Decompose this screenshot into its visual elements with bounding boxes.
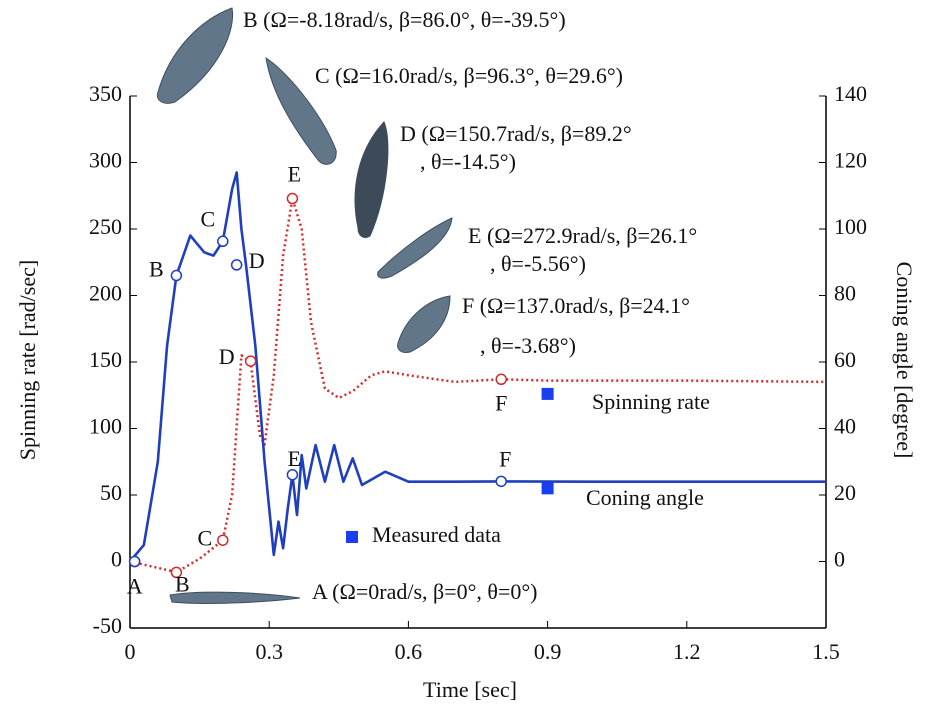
y2-tick-label: 0 — [834, 547, 845, 572]
state-description: F (Ω=137.0rad/s, β=24.1° — [462, 293, 690, 318]
series-line — [129, 171, 826, 563]
state-description: A (Ω=0rad/s, β=0°, θ=0°) — [312, 579, 538, 604]
state-letter: E — [288, 446, 301, 471]
legend-label: Measured data — [372, 522, 501, 547]
state-description: D (Ω=150.7rad/s, β=89.2° — [400, 121, 632, 146]
y2-tick-label: 120 — [834, 148, 867, 173]
state-letter: F — [499, 446, 511, 471]
legend-marker — [346, 531, 358, 543]
state-letter: E — [288, 162, 301, 187]
y2-tick-label: 60 — [834, 347, 856, 372]
y-tick-label: 0 — [111, 547, 122, 572]
y2-tick-label: 140 — [834, 81, 867, 106]
measured-point — [541, 387, 554, 400]
x-tick-label: 1.2 — [673, 639, 701, 664]
y-tick-label: 50 — [100, 480, 122, 505]
state-description: , θ=-14.5°) — [420, 149, 516, 174]
x-tick-label: 1.5 — [812, 639, 840, 664]
state-marker-coning — [495, 475, 507, 488]
series-label: Spinning rate — [592, 389, 710, 414]
state-marker-coning — [217, 235, 229, 248]
x-tick-label: 0.9 — [534, 639, 562, 664]
state-marker-coning — [128, 555, 141, 568]
state-letter: A — [127, 574, 143, 599]
object-images — [156, 7, 453, 604]
state-description: C (Ω=16.0rad/s, β=96.3°, θ=29.6°) — [315, 63, 623, 88]
state-marker-spin — [286, 192, 299, 205]
y2-tick-label: 80 — [834, 281, 856, 306]
measured-point — [541, 482, 554, 495]
state-marker-spin — [244, 355, 257, 367]
state-marker-spin — [217, 534, 229, 546]
x-tick-label: 0 — [125, 639, 136, 664]
y2-tick-label: 40 — [834, 414, 856, 439]
state-letter: B — [149, 257, 164, 282]
y-tick-label: 300 — [89, 148, 122, 173]
series-label: Coning angle — [586, 485, 704, 510]
x-tick-label: 0.3 — [255, 639, 283, 664]
state-letter: D — [219, 344, 235, 369]
y-tick-label: -50 — [93, 613, 122, 638]
state-marker-coning — [230, 259, 243, 271]
y-tick-label: 100 — [89, 414, 122, 439]
y-tick-label: 250 — [89, 214, 122, 239]
state-letter: F — [495, 390, 507, 415]
y2-axis-title: Coning angle [degree] — [892, 262, 917, 459]
state-marker-coning — [286, 468, 299, 481]
x-tick-label: 0.6 — [395, 639, 423, 664]
x-axis-title: Time [sec] — [423, 677, 517, 702]
y-tick-label: 350 — [89, 81, 122, 106]
state-letter: C — [200, 206, 215, 231]
state-description: B (Ω=-8.18rad/s, β=86.0°, θ=-39.5°) — [243, 7, 566, 32]
state-description: , θ=-3.68°) — [480, 333, 576, 358]
state-description: E (Ω=272.9rad/s, β=26.1° — [468, 223, 697, 248]
y-tick-label: 200 — [89, 281, 122, 306]
state-description: , θ=-5.56°) — [490, 251, 586, 276]
state-marker-coning — [170, 269, 183, 282]
y-tick-label: 150 — [89, 347, 122, 372]
state-marker-spin — [170, 566, 183, 579]
state-letter: D — [249, 248, 265, 273]
y2-tick-label: 100 — [834, 214, 867, 239]
state-marker-spin — [495, 373, 507, 386]
series-line — [129, 197, 827, 574]
state-letter: B — [175, 571, 190, 596]
y2-tick-label: 20 — [834, 480, 856, 505]
state-letter: C — [197, 525, 212, 550]
y-axis-title: Spinning rate [rad/sec] — [15, 260, 40, 460]
